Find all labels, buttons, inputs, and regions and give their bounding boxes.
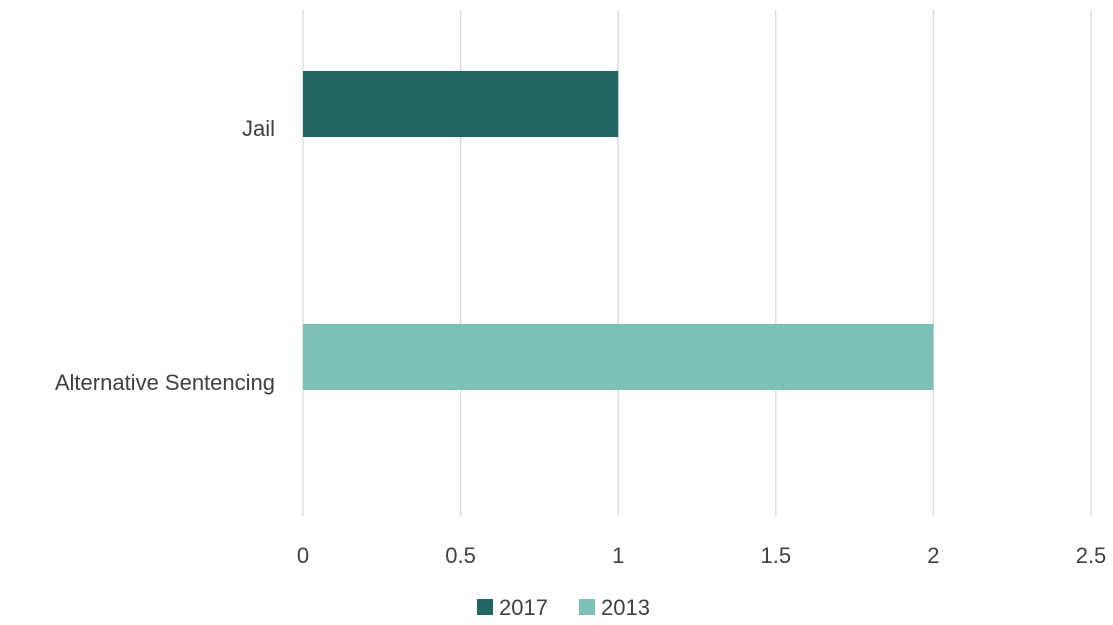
x-axis-tick-labels: 0 0.5 1 1.5 2 2.5 (297, 543, 1106, 568)
bar-2017-jail (303, 71, 619, 137)
legend: 2017 2013 (477, 595, 650, 620)
bars (303, 71, 934, 390)
category-label: Alternative Sentencing (55, 370, 275, 395)
x-tick-label: 0.5 (445, 543, 476, 568)
x-tick-label: 0 (297, 543, 309, 568)
legend-swatch-2013 (579, 599, 595, 615)
bar-2013-alternative-sentencing (303, 324, 934, 390)
legend-label-2017: 2017 (499, 595, 548, 620)
legend-swatch-2017 (477, 599, 493, 615)
category-label: Jail (242, 116, 275, 141)
x-tick-label: 2.5 (1076, 543, 1107, 568)
x-tick-label: 2 (927, 543, 939, 568)
x-tick-label: 1.5 (761, 543, 792, 568)
x-tick-label: 1 (612, 543, 624, 568)
category-labels: Jail Alternative Sentencing (55, 116, 275, 395)
legend-label-2013: 2013 (601, 595, 650, 620)
